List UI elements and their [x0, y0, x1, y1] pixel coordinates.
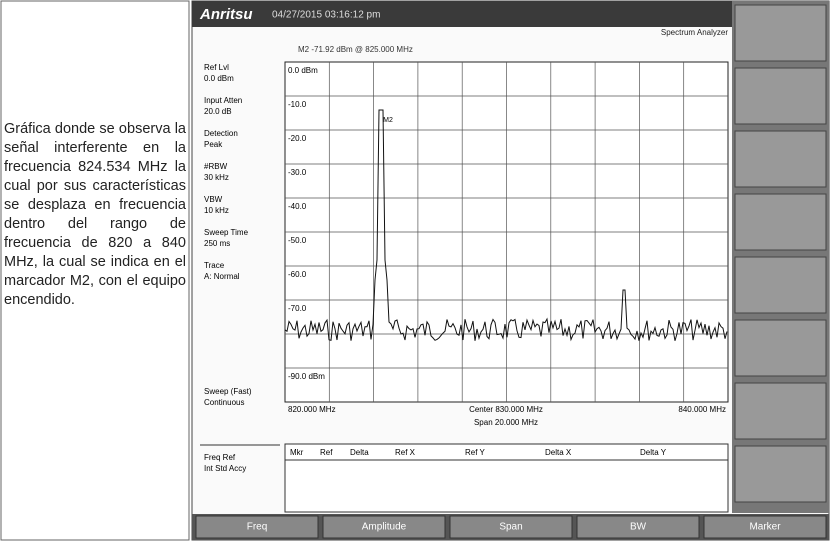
- setting-value: 30 kHz: [204, 173, 229, 182]
- setting-label: Ref Lvl: [204, 63, 229, 72]
- softkey: [735, 383, 826, 439]
- y-label: -10.0: [288, 100, 307, 109]
- softkey: [735, 446, 826, 502]
- marker-readout: M2 -71.92 dBm @ 825.000 MHz: [298, 45, 413, 54]
- setting-value: A: Normal: [204, 272, 240, 281]
- softkey: [735, 257, 826, 313]
- mode: Spectrum Analyzer: [661, 28, 728, 37]
- y-label: -20.0: [288, 134, 307, 143]
- caption: Gráfica donde se observa la señal interf…: [4, 120, 186, 310]
- setting-value: 20.0 dB: [204, 107, 232, 116]
- softkey-label: Span: [499, 522, 522, 533]
- table-header: Delta: [350, 448, 369, 457]
- setting-label: #RBW: [204, 162, 228, 171]
- scan: Gráfica donde se observa la señal interf…: [0, 0, 830, 541]
- setting-label: Sweep Time: [204, 228, 249, 237]
- table-header: Ref X: [395, 448, 416, 457]
- table-header: Delta X: [545, 448, 572, 457]
- softkey: [735, 194, 826, 250]
- marker-label: M2: [383, 117, 393, 124]
- setting-value: Continuous: [204, 398, 244, 407]
- table-header: Delta Y: [640, 448, 667, 457]
- freq-ref-value: Int Std Accy: [204, 464, 246, 473]
- setting-label: Detection: [204, 129, 238, 138]
- setting-value: 0.0 dBm: [204, 74, 234, 83]
- softkey-label: Freq: [247, 522, 268, 533]
- softkey: [735, 68, 826, 124]
- x-start: 820.000 MHz: [288, 405, 336, 414]
- brand: Anritsu: [199, 6, 253, 23]
- page: Gráfica donde se observa la señal interf…: [0, 0, 830, 541]
- table-header: Ref: [320, 448, 333, 457]
- freq-ref-label: Freq Ref: [204, 453, 236, 462]
- setting-value: 10 kHz: [204, 206, 229, 215]
- caption-holder: Gráfica donde se observa la señal interf…: [4, 120, 186, 440]
- y-label: -40.0: [288, 202, 307, 211]
- setting-label: Sweep (Fast): [204, 387, 252, 396]
- softkey-label: Amplitude: [362, 522, 407, 533]
- x-stop: 840.000 MHz: [678, 405, 726, 414]
- setting-label: VBW: [204, 195, 223, 204]
- y-label: 0.0 dBm: [288, 66, 318, 75]
- setting-value: Peak: [204, 140, 223, 149]
- softkey: [735, 131, 826, 187]
- setting-value: 250 ms: [204, 239, 230, 248]
- y-label: -50.0: [288, 236, 307, 245]
- softkey: [735, 5, 826, 61]
- y-label: -60.0: [288, 270, 307, 279]
- softkey: [735, 320, 826, 376]
- softkey-label: BW: [630, 522, 647, 533]
- y-label: -90.0 dBm: [288, 372, 325, 381]
- y-label: -30.0: [288, 168, 307, 177]
- setting-label: Trace: [204, 261, 225, 270]
- softkey-label: Marker: [749, 522, 781, 533]
- span: Span 20.000 MHz: [474, 418, 538, 427]
- table-header: Mkr: [290, 448, 304, 457]
- x-center: Center 830.000 MHz: [469, 405, 543, 414]
- date: 04/27/2015 03:16:12 pm: [272, 10, 380, 21]
- setting-label: Input Atten: [204, 96, 242, 105]
- table-header: Ref Y: [465, 448, 486, 457]
- y-label: -70.0: [288, 304, 307, 313]
